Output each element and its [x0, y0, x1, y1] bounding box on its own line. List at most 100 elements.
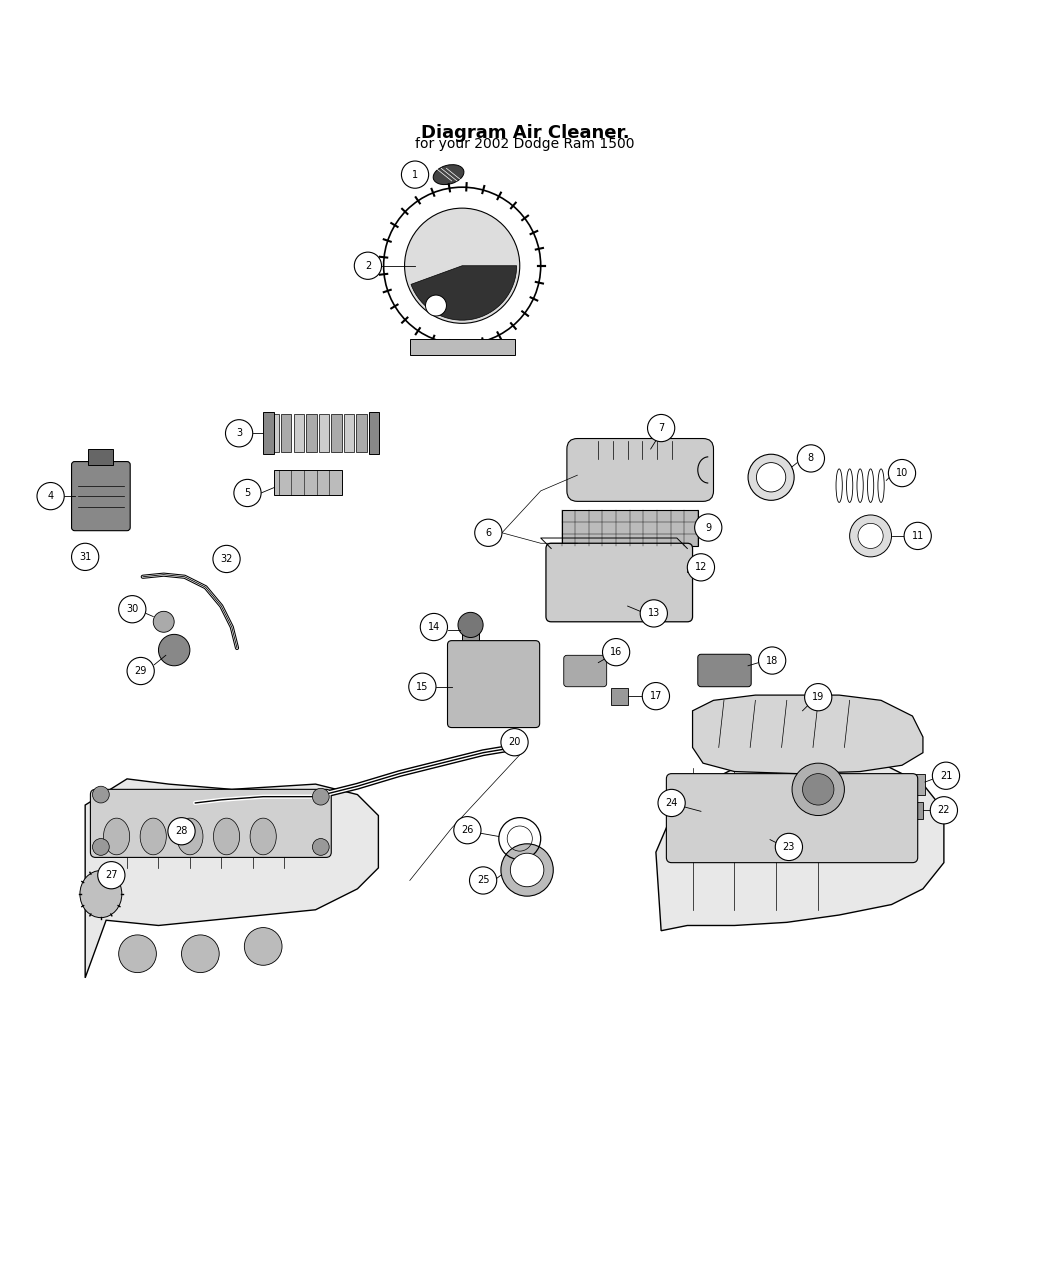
Circle shape — [932, 762, 960, 789]
Circle shape — [92, 787, 109, 803]
Circle shape — [756, 463, 785, 492]
Bar — [611, 687, 628, 705]
FancyBboxPatch shape — [564, 655, 607, 687]
Circle shape — [213, 546, 240, 572]
Text: 8: 8 — [807, 454, 814, 463]
Circle shape — [425, 295, 446, 316]
Circle shape — [37, 482, 64, 510]
Circle shape — [501, 844, 553, 896]
Polygon shape — [85, 779, 378, 978]
Circle shape — [226, 419, 253, 448]
Text: 7: 7 — [658, 423, 665, 434]
Circle shape — [930, 797, 958, 824]
Text: 31: 31 — [79, 552, 91, 562]
Bar — [904, 774, 925, 794]
Text: 17: 17 — [650, 691, 663, 701]
Bar — [331, 414, 341, 453]
Circle shape — [779, 704, 804, 728]
Bar — [410, 339, 514, 354]
Text: 29: 29 — [134, 666, 147, 676]
Circle shape — [640, 599, 668, 627]
Circle shape — [804, 683, 832, 710]
Text: Diagram Air Cleaner.: Diagram Air Cleaner. — [421, 125, 629, 143]
Bar — [343, 414, 354, 453]
Circle shape — [404, 208, 520, 324]
Circle shape — [98, 862, 125, 889]
Circle shape — [119, 935, 156, 973]
Circle shape — [748, 454, 794, 500]
FancyBboxPatch shape — [546, 543, 693, 622]
Circle shape — [153, 611, 174, 632]
FancyBboxPatch shape — [567, 439, 714, 501]
Text: 27: 27 — [105, 871, 118, 880]
Circle shape — [234, 479, 261, 506]
Text: 15: 15 — [416, 682, 428, 692]
Circle shape — [802, 774, 834, 805]
Text: 4: 4 — [47, 491, 54, 501]
Circle shape — [758, 646, 785, 674]
Circle shape — [849, 515, 891, 557]
Ellipse shape — [213, 819, 239, 854]
Circle shape — [127, 658, 154, 685]
Bar — [319, 414, 329, 453]
Ellipse shape — [176, 819, 203, 854]
Circle shape — [904, 523, 931, 550]
Circle shape — [313, 788, 329, 805]
Text: 32: 32 — [220, 553, 233, 564]
Ellipse shape — [104, 819, 129, 854]
Text: 22: 22 — [938, 806, 950, 815]
Text: 26: 26 — [461, 825, 474, 835]
Circle shape — [643, 682, 670, 710]
Circle shape — [469, 867, 497, 894]
Circle shape — [501, 728, 528, 756]
Wedge shape — [411, 265, 517, 320]
Circle shape — [858, 523, 883, 548]
FancyBboxPatch shape — [90, 789, 331, 857]
Circle shape — [744, 824, 770, 849]
Bar — [462, 630, 479, 672]
FancyBboxPatch shape — [667, 774, 918, 863]
Circle shape — [688, 553, 715, 581]
Text: 21: 21 — [940, 770, 952, 780]
Ellipse shape — [434, 164, 464, 185]
Text: 3: 3 — [236, 428, 243, 439]
Text: 2: 2 — [364, 260, 371, 270]
FancyBboxPatch shape — [699, 805, 729, 826]
Circle shape — [401, 161, 428, 189]
Text: 28: 28 — [175, 826, 188, 836]
Circle shape — [71, 543, 99, 570]
Circle shape — [792, 764, 844, 816]
Circle shape — [475, 519, 502, 547]
Text: 19: 19 — [812, 692, 824, 703]
Polygon shape — [656, 757, 944, 931]
Text: 13: 13 — [648, 608, 660, 618]
Text: 14: 14 — [427, 622, 440, 632]
Circle shape — [658, 789, 686, 816]
Circle shape — [797, 445, 824, 472]
Bar — [562, 510, 698, 547]
Text: 9: 9 — [706, 523, 711, 533]
Text: 12: 12 — [695, 562, 707, 572]
Bar — [307, 414, 317, 453]
Polygon shape — [693, 695, 923, 774]
Circle shape — [510, 853, 544, 886]
Circle shape — [775, 834, 802, 861]
Circle shape — [603, 639, 630, 666]
Ellipse shape — [80, 871, 122, 918]
Bar — [88, 449, 113, 464]
Text: for your 2002 Dodge Ram 1500: for your 2002 Dodge Ram 1500 — [415, 136, 635, 150]
Text: 5: 5 — [245, 488, 251, 499]
FancyBboxPatch shape — [698, 654, 751, 687]
Bar — [274, 470, 341, 495]
Circle shape — [888, 459, 916, 487]
Circle shape — [182, 935, 219, 973]
Text: 1: 1 — [412, 170, 418, 180]
Circle shape — [313, 839, 329, 856]
Bar — [906, 802, 923, 819]
Bar — [281, 414, 292, 453]
Circle shape — [458, 612, 483, 638]
Circle shape — [648, 414, 675, 441]
Circle shape — [454, 816, 481, 844]
Ellipse shape — [250, 819, 276, 854]
Circle shape — [408, 673, 436, 700]
